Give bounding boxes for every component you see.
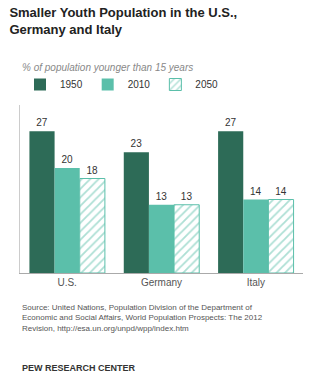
svg-text:18: 18 bbox=[87, 165, 99, 176]
svg-text:Italy: Italy bbox=[247, 277, 265, 288]
svg-text:14: 14 bbox=[250, 186, 262, 197]
svg-text:% of population younger than 1: % of population younger than 15 years bbox=[22, 62, 193, 73]
svg-text:Germany: Germany bbox=[141, 277, 182, 288]
svg-text:20: 20 bbox=[61, 154, 73, 165]
svg-text:Smaller Youth Population in th: Smaller Youth Population in the U.S.,Ger… bbox=[9, 5, 237, 37]
svg-text:1950: 1950 bbox=[60, 79, 83, 90]
svg-text:27: 27 bbox=[36, 117, 48, 128]
svg-text:27: 27 bbox=[225, 117, 237, 128]
svg-text:23: 23 bbox=[131, 138, 143, 149]
svg-text:Source: United Nations, Popula: Source: United Nations, Population Divis… bbox=[22, 303, 263, 333]
svg-text:2010: 2010 bbox=[128, 79, 151, 90]
svg-text:13: 13 bbox=[156, 191, 168, 202]
svg-text:13: 13 bbox=[181, 191, 193, 202]
svg-text:U.S.: U.S. bbox=[57, 277, 76, 288]
svg-text:PEW RESEARCH CENTER: PEW RESEARCH CENTER bbox=[22, 363, 136, 373]
svg-text:2050: 2050 bbox=[195, 79, 218, 90]
svg-text:14: 14 bbox=[275, 186, 287, 197]
